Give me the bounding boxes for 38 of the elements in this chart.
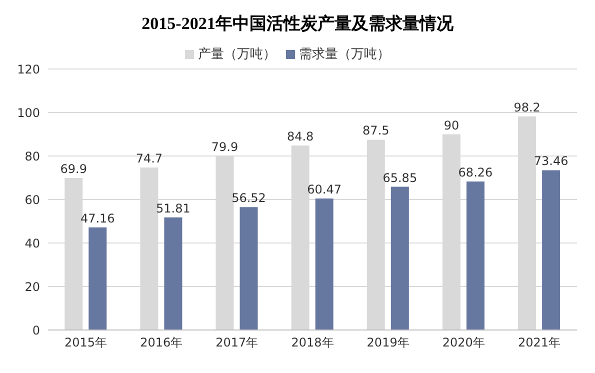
data-label: 87.5: [362, 124, 390, 138]
y-tick-label: 60: [24, 192, 40, 207]
y-tick-label: 100: [17, 106, 40, 120]
x-tick-label: 2020年: [442, 336, 485, 350]
x-tick-label: 2015年: [64, 336, 108, 350]
x-tick-label: 2016年: [140, 336, 183, 350]
bar: [542, 170, 560, 330]
bar: [88, 227, 107, 330]
data-label: 69.9: [60, 162, 87, 176]
y-tick-label: 120: [17, 62, 40, 76]
legend-label: 产量（万吨）: [198, 47, 276, 62]
data-label: 60.47: [307, 182, 342, 196]
bar: [390, 186, 409, 330]
x-tick-label: 2018年: [291, 336, 334, 350]
bar: [466, 182, 484, 330]
data-label: 56.52: [232, 191, 266, 206]
y-tick-label: 40: [24, 236, 40, 250]
data-label: 79.9: [211, 140, 238, 154]
data-label: 84.8: [286, 130, 314, 144]
x-tick-label: 2021年: [518, 336, 560, 350]
chart-title: 2015-2021年中国活性炭产量及需求量情况: [140, 13, 454, 35]
legend-label: 需求量（万吨）: [299, 47, 390, 62]
bar: [164, 217, 182, 330]
data-label: 68.26: [458, 166, 493, 180]
data-label: 98.2: [514, 100, 540, 114]
data-label: 65.85: [382, 170, 418, 185]
y-tick-label: 80: [24, 149, 40, 164]
bar: [240, 207, 258, 330]
bar: [315, 198, 334, 330]
data-label: 74.7: [136, 152, 163, 166]
y-tick-label: 20: [24, 280, 40, 294]
x-tick-label: 2017年: [216, 336, 258, 350]
y-tick-label: 0: [32, 323, 40, 338]
data-label: 51.81: [156, 201, 190, 216]
data-label: 47.16: [80, 211, 115, 226]
data-label: 90: [444, 118, 460, 132]
data-label: 73.46: [534, 154, 568, 168]
x-tick-label: 2019年: [366, 336, 410, 350]
